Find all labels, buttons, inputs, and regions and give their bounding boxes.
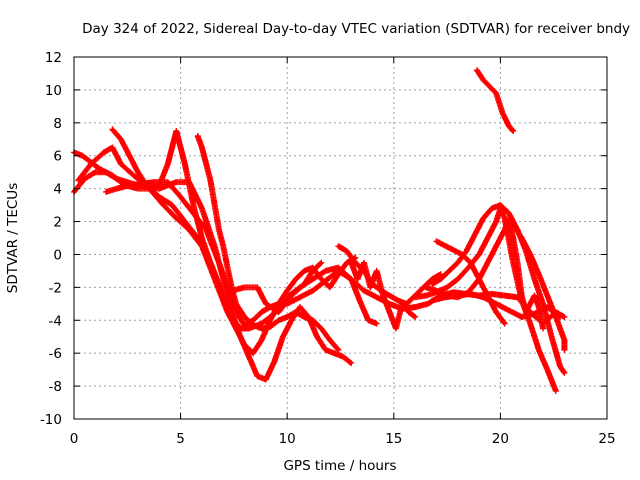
y-tick-label: 2 bbox=[53, 215, 62, 231]
y-tick-label: 4 bbox=[53, 182, 62, 198]
plot-frame bbox=[73, 56, 608, 420]
y-tick-label: -8 bbox=[49, 379, 62, 395]
series-trace-6 bbox=[194, 133, 342, 353]
x-tick-label: 0 bbox=[70, 431, 79, 447]
series-trace-9 bbox=[348, 259, 419, 332]
series-trace-5 bbox=[103, 179, 291, 329]
series-trace-14 bbox=[433, 238, 508, 327]
data-series-layer bbox=[71, 67, 568, 394]
series-trace-4 bbox=[109, 126, 359, 357]
y-tick-label: -4 bbox=[49, 313, 62, 329]
y-tick-label: -6 bbox=[49, 346, 62, 362]
x-tick-label: 15 bbox=[385, 431, 402, 447]
y-tick-label: 10 bbox=[45, 83, 62, 99]
y-tick-label: -2 bbox=[49, 280, 62, 296]
y-tick-label: 6 bbox=[53, 149, 62, 165]
series-trace-3 bbox=[75, 144, 380, 332]
y-tick-label: -10 bbox=[40, 412, 62, 428]
x-tick-label: 5 bbox=[176, 431, 185, 447]
grid-lines bbox=[74, 57, 607, 419]
y-tick-label: 12 bbox=[45, 50, 62, 66]
y-tick-label: 0 bbox=[53, 247, 62, 263]
y-tick-label: 8 bbox=[53, 116, 62, 132]
x-axis-label: GPS time / hours bbox=[283, 458, 396, 474]
series-trace-16 bbox=[473, 67, 517, 134]
chart-title: Day 324 of 2022, Sidereal Day-to-day VTE… bbox=[82, 21, 630, 37]
x-tick-label: 25 bbox=[598, 431, 615, 447]
x-tick-label: 20 bbox=[492, 431, 509, 447]
series-trace-15 bbox=[501, 218, 568, 353]
x-tick-label: 10 bbox=[279, 431, 296, 447]
axis-ticks: 0 5 10 15 20 25 -10 -8 -6 -4 -2 0 2 4 6 8 10 12 bbox=[40, 50, 616, 447]
y-axis-label: SDTVAR / TECUs bbox=[5, 183, 21, 293]
